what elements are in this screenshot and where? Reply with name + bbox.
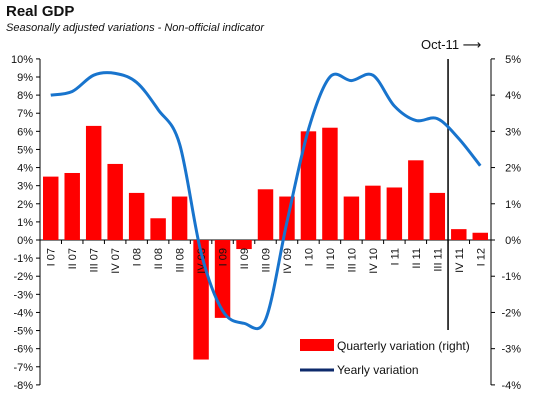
left-tick-label: 10% bbox=[11, 54, 33, 66]
chart-title: Real GDP bbox=[6, 3, 75, 20]
category-label: III 08 bbox=[175, 248, 187, 272]
bar bbox=[386, 187, 403, 240]
left-tick-label: -1% bbox=[13, 253, 33, 265]
bar bbox=[300, 131, 317, 240]
category-label: I 11 bbox=[389, 248, 401, 266]
yearly-variation-line bbox=[50, 71, 482, 331]
category-label: III 10 bbox=[346, 248, 358, 272]
left-tick-label: -5% bbox=[13, 326, 33, 338]
left-tick-label: 4% bbox=[17, 163, 33, 175]
left-tick-label: -2% bbox=[13, 271, 33, 283]
bar bbox=[257, 189, 274, 240]
category-label: IV 11 bbox=[454, 248, 466, 273]
bar bbox=[429, 192, 446, 240]
left-tick-label: -7% bbox=[13, 362, 33, 374]
left-tick-label: 0% bbox=[17, 235, 33, 247]
left-tick-label: 2% bbox=[17, 199, 33, 211]
bar bbox=[85, 125, 102, 240]
bar bbox=[472, 232, 488, 240]
left-tick-label: 9% bbox=[17, 72, 33, 84]
category-label: IV 07 bbox=[110, 248, 122, 274]
right-tick-label: -2% bbox=[501, 307, 521, 319]
category-label: II 10 bbox=[325, 248, 337, 269]
category-label: III 07 bbox=[89, 248, 101, 272]
bar bbox=[107, 163, 123, 240]
left-tick-label: 5% bbox=[17, 144, 33, 156]
left-tick-label: 1% bbox=[17, 217, 33, 229]
category-label: II 09 bbox=[239, 248, 251, 269]
category-label: I 12 bbox=[475, 248, 487, 266]
legend-bar-swatch bbox=[300, 339, 334, 351]
marker-label: Oct-11 ⟶ bbox=[421, 37, 482, 52]
left-tick-label: 6% bbox=[17, 126, 33, 138]
bar bbox=[150, 218, 166, 240]
left-tick-label: -4% bbox=[13, 307, 33, 319]
category-label: I 08 bbox=[132, 248, 144, 266]
right-tick-label: 2% bbox=[505, 163, 521, 175]
category-label: I 10 bbox=[303, 248, 315, 266]
bar bbox=[214, 240, 231, 318]
bar bbox=[408, 160, 424, 240]
right-tick-label: 0% bbox=[505, 235, 521, 247]
right-tick-label: -4% bbox=[501, 380, 521, 392]
right-tick-label: -3% bbox=[501, 344, 521, 356]
category-label: II 07 bbox=[67, 248, 79, 269]
right-tick-label: 1% bbox=[505, 199, 521, 211]
legend-bar-label: Quarterly variation (right) bbox=[337, 339, 470, 353]
legend-line-label: Yearly variation bbox=[337, 363, 419, 377]
bar bbox=[128, 192, 145, 240]
category-label: II 08 bbox=[153, 248, 165, 269]
bar bbox=[343, 196, 360, 240]
category-label: III 09 bbox=[261, 248, 273, 272]
left-tick-label: 7% bbox=[17, 108, 33, 120]
left-tick-label: -6% bbox=[13, 344, 33, 356]
left-tick-label: 3% bbox=[17, 181, 33, 193]
left-tick-label: -3% bbox=[13, 289, 33, 301]
right-tick-label: 3% bbox=[505, 126, 521, 138]
right-tick-label: 5% bbox=[505, 54, 521, 66]
left-tick-label: -8% bbox=[13, 380, 33, 392]
right-tick-label: 4% bbox=[505, 90, 521, 102]
bar bbox=[365, 185, 381, 240]
category-label: I 09 bbox=[218, 248, 230, 266]
right-tick-label: -1% bbox=[501, 271, 521, 283]
chart-subtitle: Seasonally adjusted variations - Non-off… bbox=[6, 22, 265, 34]
category-label: IV 09 bbox=[282, 248, 294, 274]
bar bbox=[322, 127, 338, 240]
bar bbox=[43, 176, 59, 240]
bar bbox=[236, 240, 252, 250]
category-label: IV 10 bbox=[368, 248, 380, 274]
left-tick-label: 8% bbox=[17, 90, 33, 102]
bar bbox=[451, 229, 467, 240]
category-label: I 07 bbox=[46, 248, 58, 266]
bar bbox=[64, 172, 80, 240]
bar bbox=[171, 196, 188, 240]
category-label: III 11 bbox=[432, 248, 444, 272]
category-label: II 11 bbox=[411, 248, 423, 269]
